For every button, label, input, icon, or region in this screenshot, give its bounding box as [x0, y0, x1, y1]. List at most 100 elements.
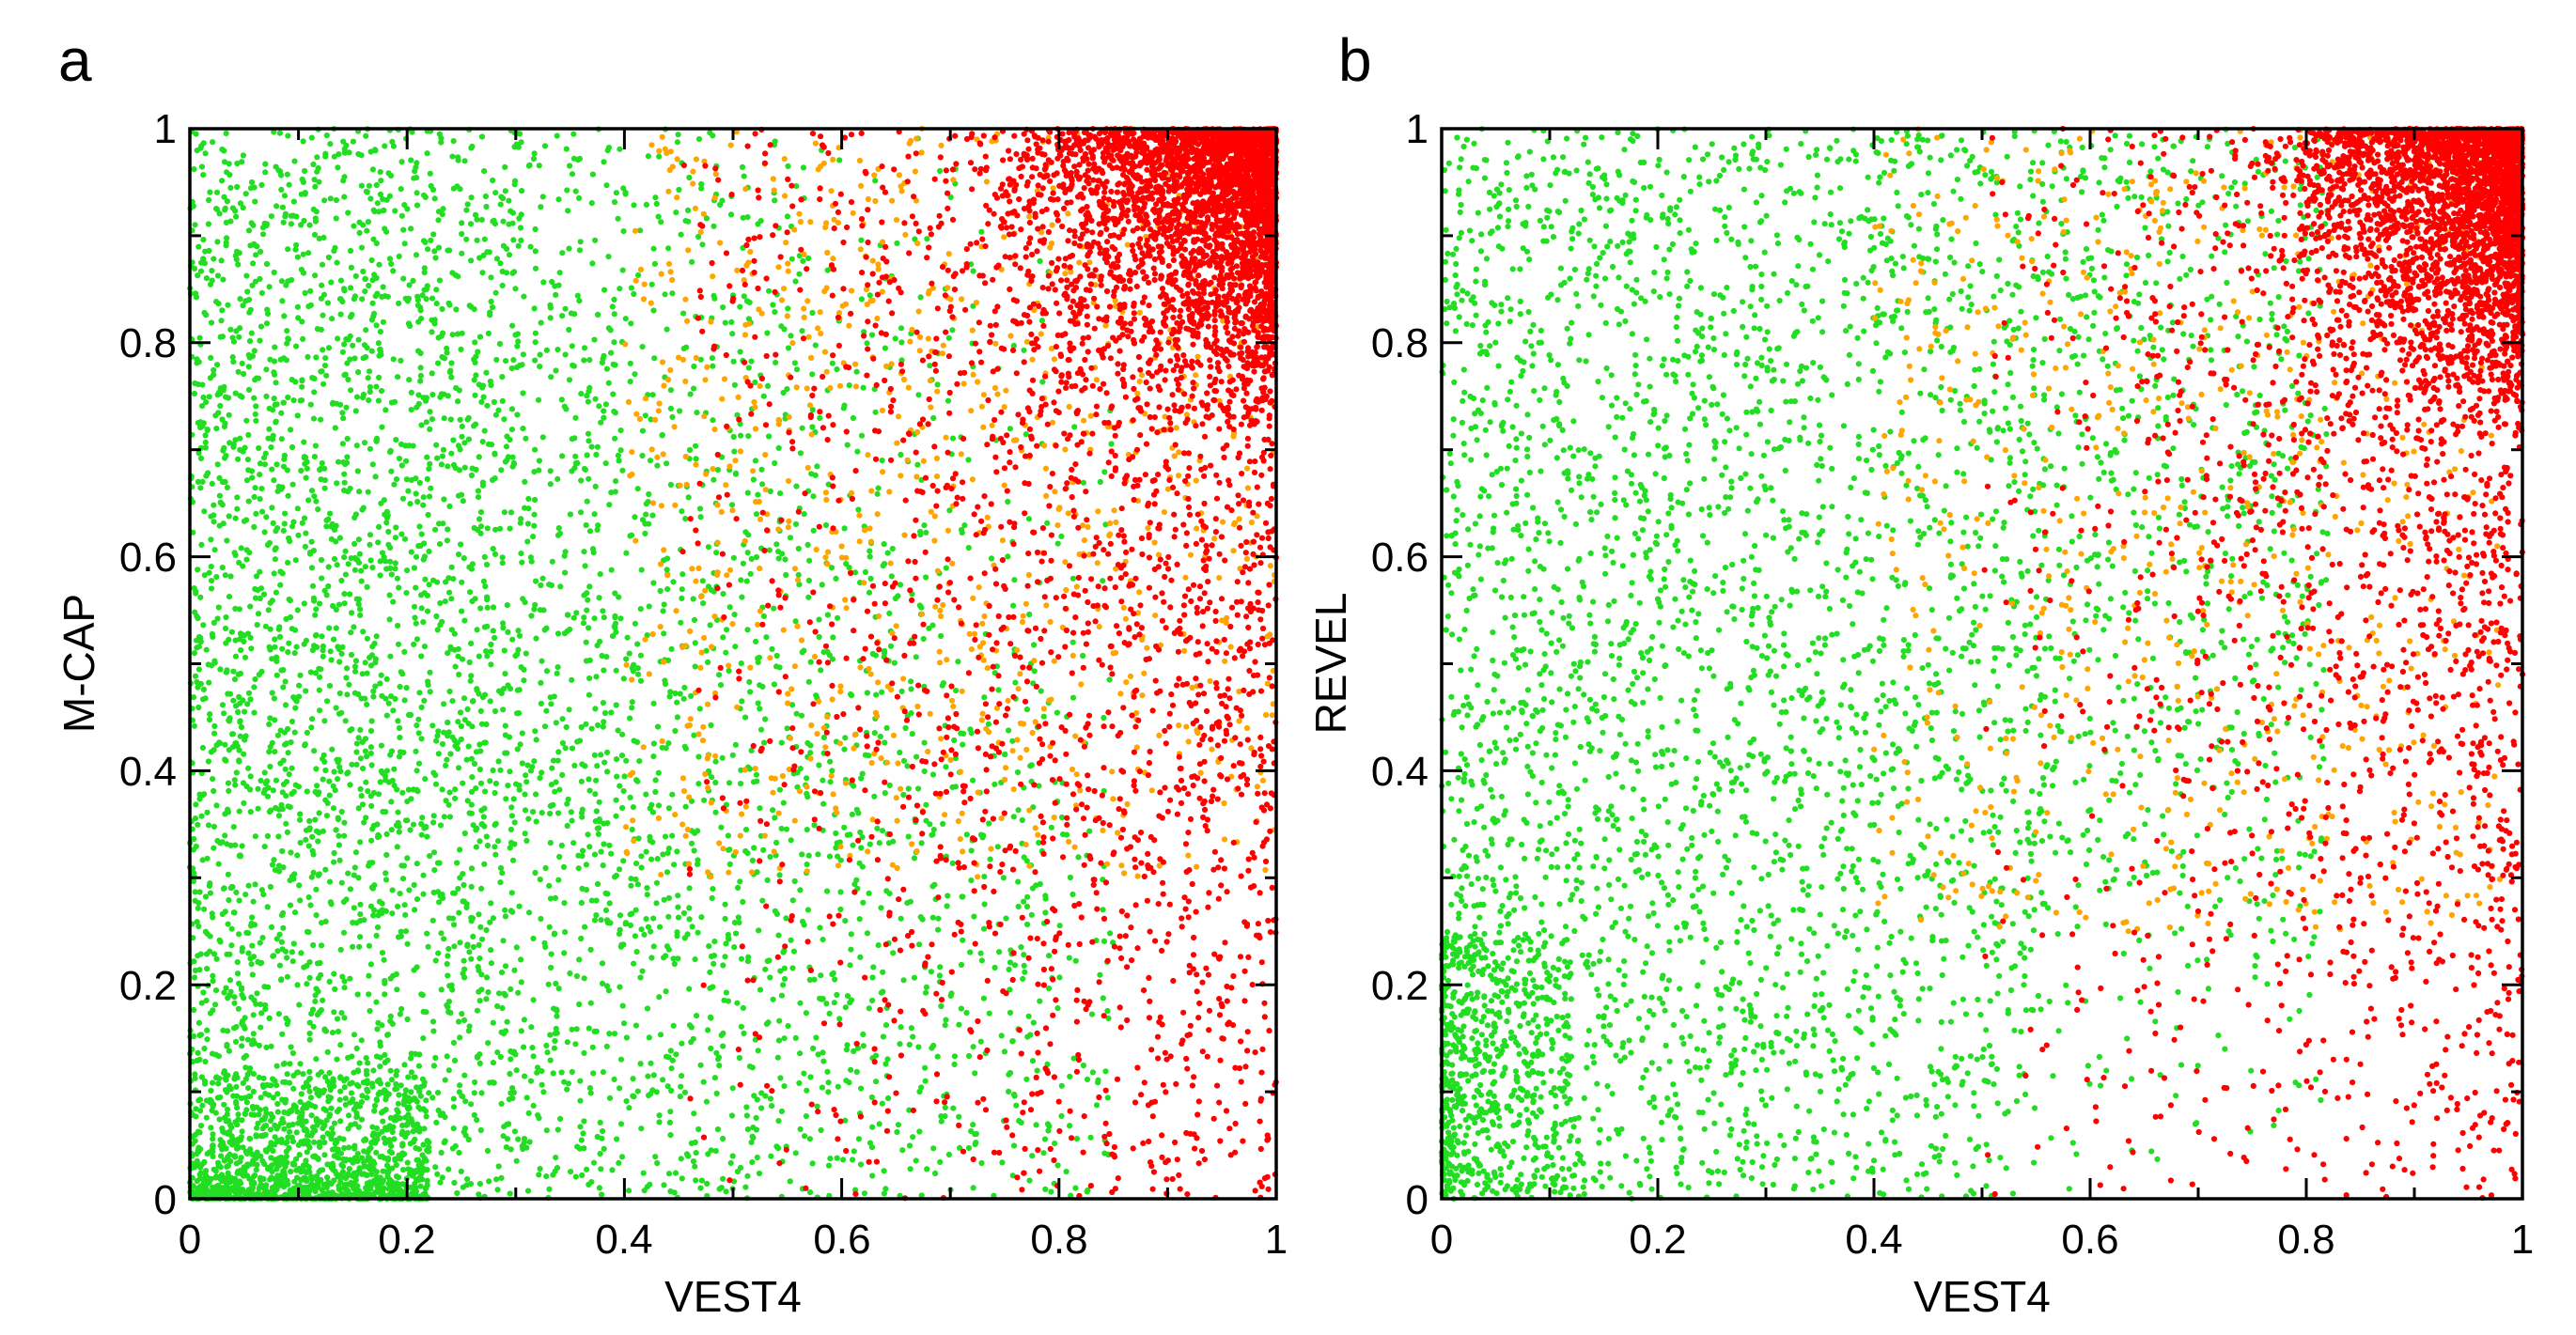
- data-point: [225, 1162, 232, 1169]
- data-point: [242, 1025, 248, 1032]
- data-point: [593, 912, 600, 919]
- data-point: [229, 884, 236, 891]
- data-point: [197, 485, 204, 491]
- data-point: [686, 446, 694, 454]
- data-point: [805, 594, 812, 600]
- data-point: [290, 1085, 297, 1092]
- data-point: [507, 768, 513, 775]
- data-point: [664, 1083, 671, 1090]
- data-point: [485, 441, 492, 447]
- data-point: [284, 955, 290, 961]
- data-point: [324, 1048, 331, 1055]
- data-point: [829, 768, 835, 774]
- data-point: [379, 950, 386, 956]
- data-point: [331, 1120, 338, 1126]
- data-point: [606, 900, 613, 907]
- data-point: [355, 601, 362, 608]
- data-point: [698, 185, 705, 192]
- data-point: [585, 398, 592, 405]
- data-point: [243, 272, 250, 279]
- data-point: [413, 748, 419, 754]
- data-point: [566, 326, 572, 334]
- data-point: [837, 889, 844, 895]
- data-point: [470, 698, 476, 705]
- data-point: [198, 143, 205, 149]
- data-point: [215, 861, 222, 867]
- data-point: [563, 723, 570, 731]
- data-point: [201, 508, 208, 515]
- data-point: [504, 1018, 510, 1025]
- data-point: [389, 138, 396, 145]
- data-point: [606, 1031, 613, 1037]
- data-point: [526, 909, 533, 916]
- data-point: [561, 900, 568, 907]
- data-point: [621, 773, 628, 780]
- data-point: [226, 636, 232, 643]
- data-point: [226, 787, 232, 795]
- data-point: [920, 635, 927, 643]
- data-point: [722, 319, 728, 326]
- data-point: [258, 289, 265, 296]
- data-point: [671, 960, 678, 968]
- data-point: [915, 392, 922, 398]
- data-point: [304, 465, 310, 472]
- data-point: [245, 431, 252, 439]
- data-point: [239, 1035, 245, 1042]
- data-point: [243, 556, 250, 563]
- data-point: [811, 976, 818, 983]
- data-point: [216, 739, 223, 746]
- data-point: [257, 939, 263, 946]
- data-point: [211, 730, 218, 737]
- data-point: [463, 901, 470, 908]
- data-point: [653, 900, 660, 907]
- data-point: [252, 198, 258, 205]
- data-point: [276, 962, 283, 969]
- data-point: [337, 311, 344, 318]
- data-point: [562, 549, 569, 555]
- data-point: [667, 1048, 674, 1054]
- data-point: [487, 698, 493, 705]
- data-point: [260, 1075, 267, 1081]
- data-point: [674, 848, 680, 855]
- data-point: [552, 788, 558, 795]
- data-point: [948, 990, 955, 997]
- data-point: [202, 928, 209, 935]
- data-point: [611, 623, 617, 629]
- data-point: [665, 1171, 673, 1177]
- data-point: [509, 322, 516, 329]
- data-point: [286, 535, 292, 542]
- data-point: [380, 1118, 386, 1125]
- data-point: [710, 886, 716, 893]
- data-point: [285, 725, 291, 733]
- data-point: [638, 853, 645, 860]
- data-point: [504, 1121, 510, 1127]
- data-point: [360, 268, 367, 275]
- data-point: [543, 347, 551, 353]
- data-point: [690, 596, 696, 602]
- data-point: [675, 893, 681, 899]
- data-point: [547, 468, 554, 474]
- data-point: [558, 1069, 565, 1076]
- data-point: [1102, 521, 1109, 528]
- data-point: [410, 786, 417, 793]
- data-point: [425, 943, 431, 950]
- data-point: [536, 458, 543, 464]
- data-point: [804, 775, 810, 782]
- data-point: [282, 510, 289, 517]
- data-point: [1069, 694, 1077, 701]
- data-point: [211, 1166, 217, 1172]
- data-point: [237, 435, 243, 442]
- data-point: [898, 1024, 904, 1031]
- data-point: [732, 471, 740, 477]
- data-point: [235, 1111, 242, 1118]
- data-point: [886, 891, 893, 897]
- data-point: [364, 670, 370, 676]
- data-point: [199, 381, 206, 388]
- data-point: [783, 571, 789, 579]
- data-point: [650, 700, 657, 706]
- data-point: [211, 658, 218, 664]
- data-point: [716, 672, 723, 678]
- data-point: [375, 833, 382, 841]
- data-point: [459, 250, 465, 256]
- data-point: [572, 414, 579, 421]
